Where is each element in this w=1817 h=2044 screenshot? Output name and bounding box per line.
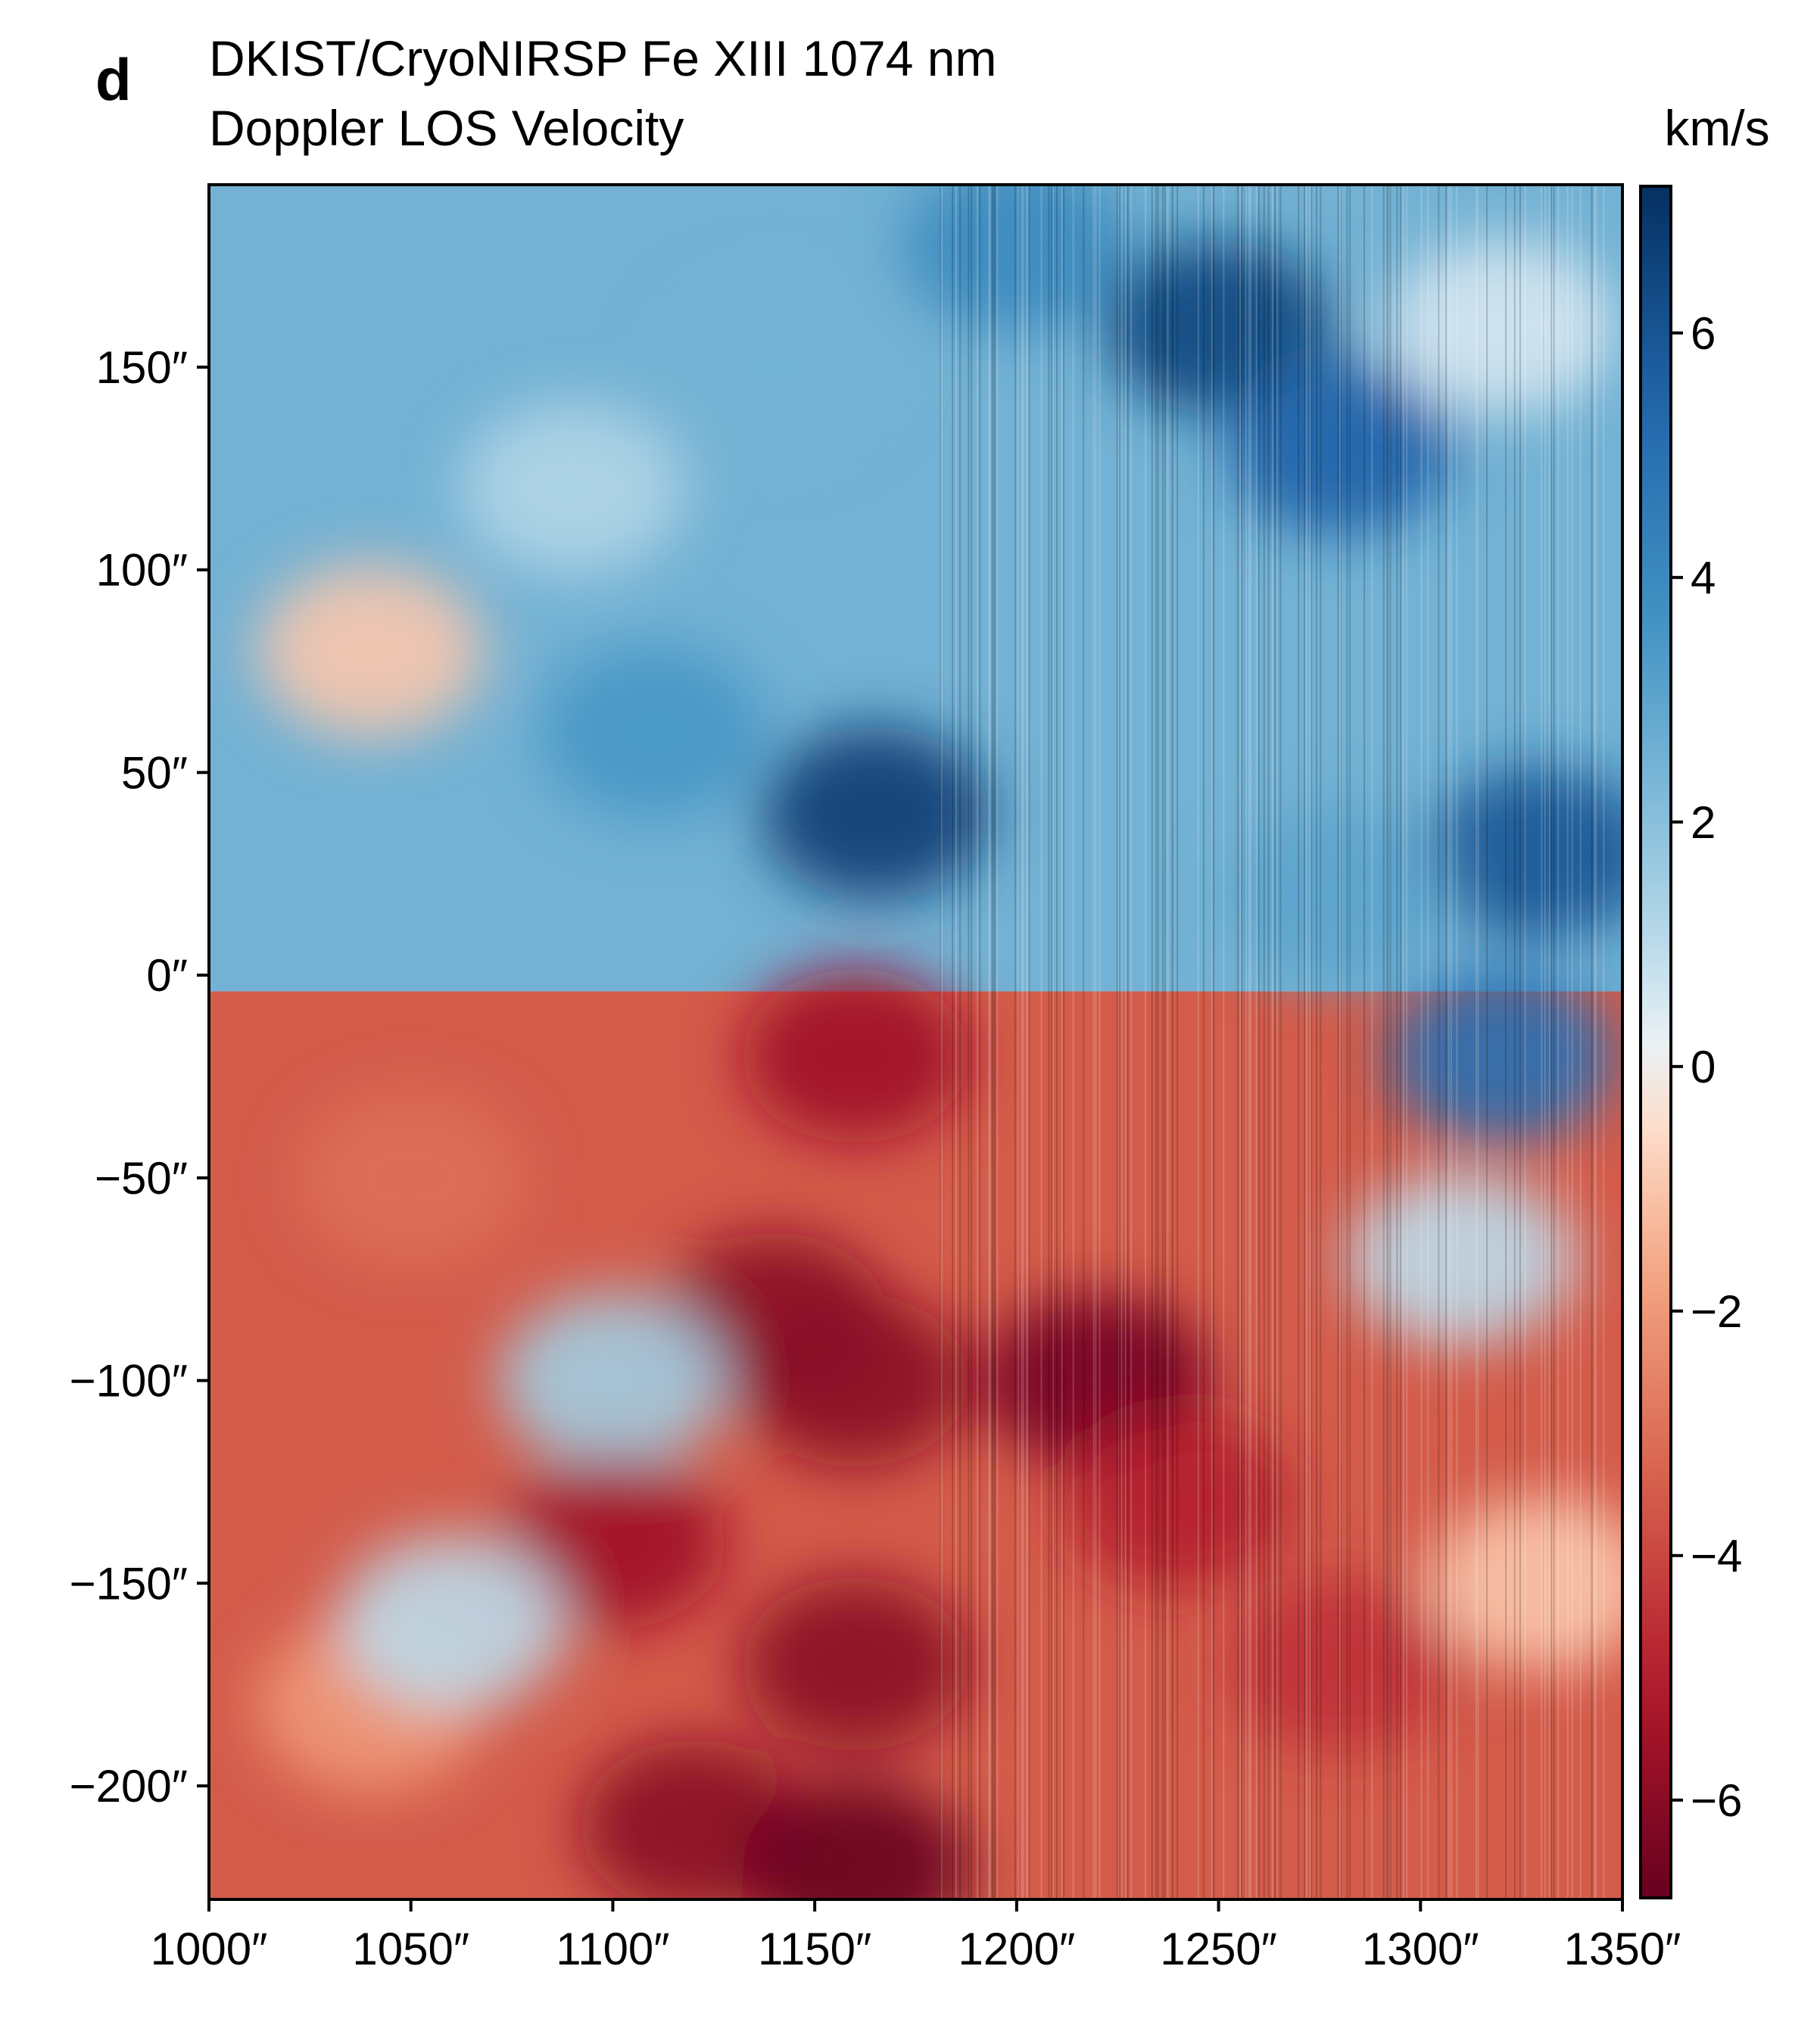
colorbar-tick-label: 6	[1691, 308, 1716, 359]
colorbar-axis: 6 4 2 0 −2 −4 −6	[1671, 308, 1742, 1826]
heatmap-region	[1226, 361, 1454, 535]
heatmap-region	[499, 1293, 727, 1468]
colorbar-tick-label: −2	[1691, 1286, 1742, 1337]
panel-label: d	[95, 46, 132, 113]
heatmap-region	[1388, 239, 1615, 414]
x-tick-label: 1300″	[1362, 1924, 1479, 1974]
plot-frame	[207, 183, 1624, 1901]
heatmap-region	[1064, 1415, 1292, 1590]
colorbar-frame	[1639, 185, 1672, 1899]
colorbar-tick-label: 2	[1691, 797, 1716, 848]
y-tick-label: −150″	[70, 1558, 188, 1609]
heatmap-region	[539, 644, 767, 819]
colorbar-tick-label: −6	[1691, 1775, 1742, 1826]
heatmap-region	[1226, 1577, 1454, 1752]
x-tick-label: 1250″	[1160, 1924, 1277, 1974]
x-tick-label: 1100″	[556, 1924, 669, 1974]
heatmap-scan-stripes	[940, 185, 1605, 1899]
y-axis: 150″ 100″ 50″ 0″ −50″ −100″ −150″ −200″	[70, 342, 209, 1812]
colorbar-tick-label: 0	[1691, 1042, 1716, 1092]
heatmap-region	[741, 1577, 969, 1752]
heatmap-region	[338, 1536, 566, 1711]
x-tick-label: 1000″	[151, 1924, 268, 1974]
heatmap-region	[902, 185, 1130, 333]
heatmap-region	[1428, 766, 1622, 941]
heatmap-region	[660, 280, 888, 454]
velocity-heatmap	[209, 185, 1622, 1899]
x-tick-label: 1350″	[1564, 1924, 1681, 1974]
y-tick-label: 0″	[146, 950, 188, 1001]
heatmap-region	[1226, 807, 1454, 982]
colorbar-unit-label: km/s	[1664, 100, 1769, 156]
heatmap-region	[297, 1090, 525, 1265]
heatmap-region	[1428, 1496, 1622, 1671]
x-axis: 1000″ 1050″ 1100″ 1150″ 1200″ 1250″ 1300″ 1350″	[151, 1899, 1681, 1974]
heatmap-region	[741, 1293, 969, 1468]
heatmap-region	[741, 969, 969, 1144]
x-tick-label: 1200″	[958, 1924, 1075, 1974]
heatmap-region	[257, 563, 485, 738]
heatmap-region	[1105, 239, 1332, 414]
heatmap-region	[1347, 1172, 1575, 1346]
y-tick-label: 150″	[96, 342, 188, 393]
colorbar-tick-label: 4	[1691, 553, 1716, 603]
heatmap-region	[741, 1780, 969, 1899]
heatmap-region	[499, 1455, 727, 1630]
y-tick-label: 100″	[96, 545, 188, 596]
y-tick-label: 50″	[121, 747, 188, 798]
heatmap-region	[1388, 969, 1615, 1144]
x-tick-label: 1050″	[352, 1924, 469, 1974]
x-tick-label: 1150″	[758, 1924, 871, 1974]
y-tick-label: −50″	[95, 1153, 188, 1204]
colorbar-bar	[1641, 186, 1671, 1898]
title-line-1: DKIST/CryoNIRSP Fe XIII 1074 nm	[209, 30, 996, 86]
heatmap-region	[762, 726, 990, 900]
title-line-2: Doppler LOS Velocity	[209, 100, 684, 156]
colorbar-tick-label: −4	[1691, 1531, 1742, 1581]
heatmap-regions	[257, 185, 1622, 1899]
y-tick-label: −100″	[70, 1356, 188, 1407]
y-tick-label: −200″	[70, 1761, 188, 1812]
heatmap-region	[459, 401, 687, 576]
